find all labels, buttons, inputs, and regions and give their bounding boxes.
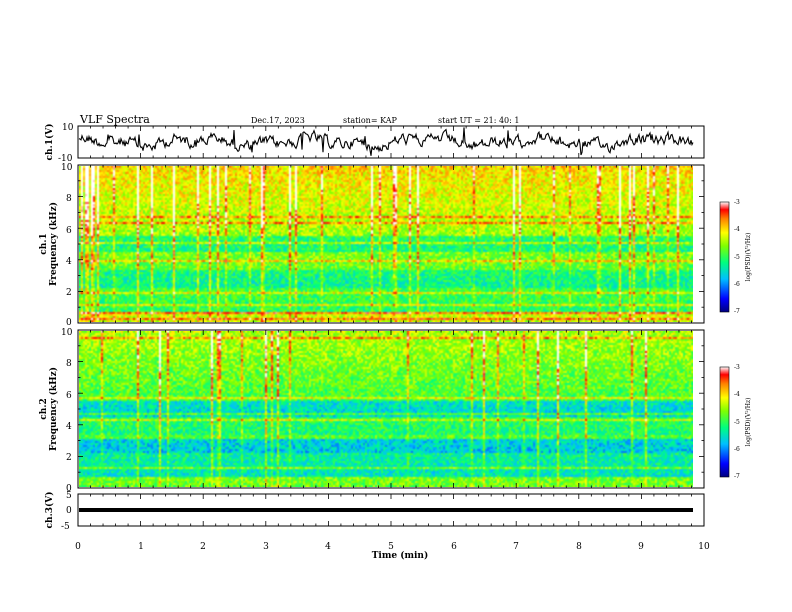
ch3-waveform-band — [79, 508, 693, 512]
xtick-2: 2 — [200, 542, 206, 552]
ch2-spectrogram-ylabel-bottom: Frequency (kHz) — [48, 367, 59, 451]
ch1-ytick-8: 8 — [66, 194, 72, 204]
ch2-ytick-2: 2 — [66, 453, 72, 463]
ch2-spectrogram-image — [79, 331, 693, 487]
ch1-spectrogram-ylabel-top: ch.1 — [39, 233, 49, 254]
ch2-ytick-4: 4 — [66, 422, 72, 432]
cb2-tick-5: -5 — [734, 419, 740, 426]
ch3-waveform-ylabel: ch.3(V) — [44, 492, 55, 529]
ch2-ytick-8: 8 — [66, 359, 72, 369]
cb1-tick-4: -4 — [734, 226, 740, 233]
ch2-spectrogram-panel: 0 2 4 6 8 10 ch.2 Frequency (kHz) — [39, 328, 705, 494]
ch1-spectrogram-panel: 0 2 4 6 8 10 ch.1 Frequency (kHz) — [39, 163, 705, 328]
ch3-waveform-panel: 5 0 -5 ch.3(V) — [44, 491, 705, 532]
cb1-tick-7: -7 — [734, 308, 740, 315]
xtick-5: 5 — [388, 542, 394, 552]
cb1-tick-6: -6 — [734, 281, 740, 288]
header-station: station= KAP — [343, 116, 398, 125]
xtick-0: 0 — [75, 542, 81, 552]
ch3-ytick-bottom: -5 — [61, 522, 70, 532]
xtick-1: 1 — [138, 542, 144, 552]
ch1-ytick-4: 4 — [66, 257, 72, 267]
xtick-6: 6 — [451, 542, 457, 552]
x-axis-label: Time (min) — [372, 550, 429, 561]
xtick-8: 8 — [576, 542, 582, 552]
ch1-ytick-0: 0 — [66, 318, 72, 328]
cb2-tick-3: -3 — [734, 364, 740, 371]
ch1-spectrogram-ylabel-bottom: Frequency (kHz) — [48, 202, 59, 286]
ch1-waveform-panel: 10 -10 ch.1(V) — [44, 123, 705, 164]
cb1-label: log(PSD)(V²/Hz) — [745, 233, 752, 282]
ch1-waveform-ylabel: ch.1(V) — [44, 124, 55, 161]
ch1-ytick-2: 2 — [66, 288, 72, 298]
xtick-3: 3 — [263, 542, 269, 552]
ch2-ytick-10: 10 — [61, 328, 73, 338]
ch2-ytick-6: 6 — [66, 391, 72, 401]
cb2-tick-7: -7 — [734, 473, 740, 480]
figure-title: VLF Spectra — [79, 113, 150, 126]
ch1-ytick-10: 10 — [61, 163, 73, 173]
ch1-spectrogram-image — [79, 166, 693, 322]
cb2-label: log(PSD)(V²/Hz) — [745, 398, 752, 447]
header-start-time: start UT = 21: 40: 1 — [438, 116, 519, 125]
x-tick-labels: 0 1 2 3 4 5 6 7 8 9 10 — [75, 542, 710, 552]
cb1-tick-5: -5 — [734, 254, 740, 261]
ch2-colorbar: -3 -4 -5 -6 -7 log(PSD)(V²/Hz) — [719, 364, 752, 480]
ch2-ytick-0: 0 — [66, 484, 72, 494]
xtick-4: 4 — [325, 542, 331, 552]
cb2-tick-4: -4 — [734, 391, 740, 398]
ch3-ytick-mid: 0 — [66, 506, 72, 516]
ch1-colorbar: -3 -4 -5 -6 -7 log(PSD)(V²/Hz) — [719, 199, 752, 315]
axis-ticks — [77, 126, 705, 526]
ch1-ytick-bottom: -10 — [58, 154, 73, 164]
ch1-waveform-line — [78, 127, 694, 156]
ch1-ytick-top: 10 — [62, 123, 74, 133]
ch2-spectrogram-ylabel-top: ch.2 — [39, 398, 49, 419]
xtick-10: 10 — [698, 542, 710, 552]
cb1-tick-3: -3 — [734, 199, 740, 206]
ch1-ytick-6: 6 — [66, 226, 72, 236]
xtick-7: 7 — [513, 542, 519, 552]
xtick-9: 9 — [638, 542, 644, 552]
cb2-tick-6: -6 — [734, 446, 740, 453]
header-date: Dec.17, 2023 — [251, 116, 305, 125]
ch3-ytick-top: 5 — [66, 491, 72, 501]
